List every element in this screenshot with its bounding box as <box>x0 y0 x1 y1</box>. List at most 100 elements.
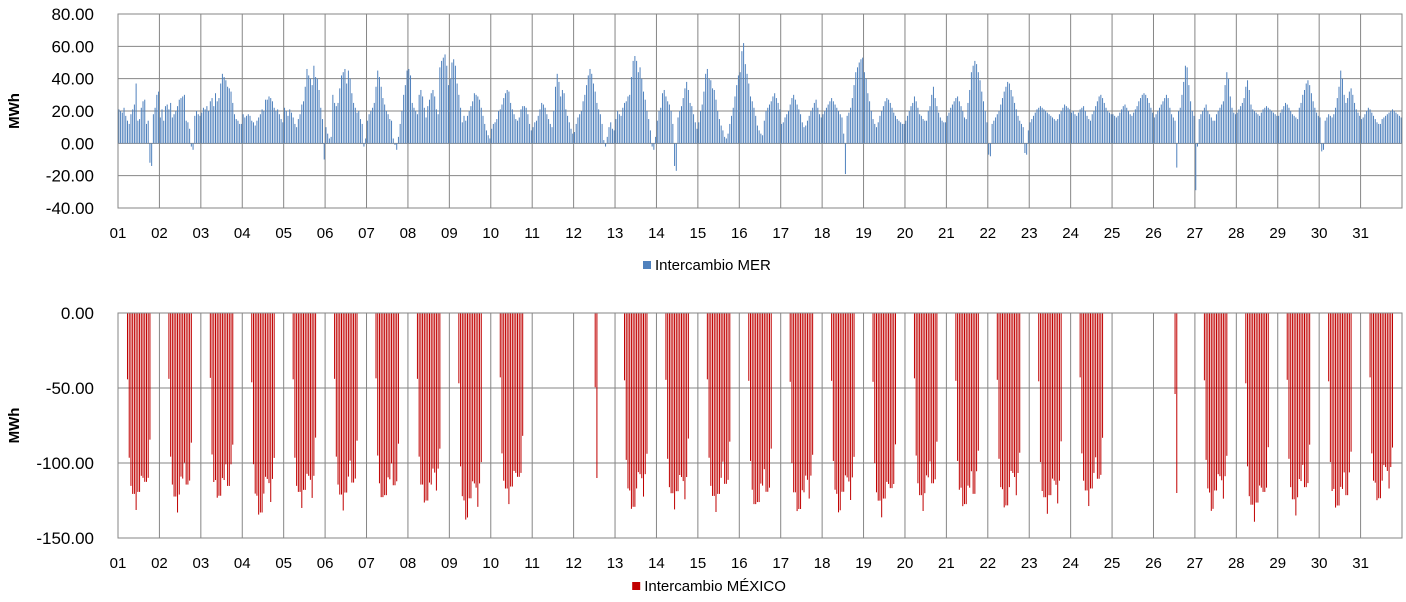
bar-mexico-hour <box>836 313 838 494</box>
bar-mer-hour <box>344 68 346 144</box>
bar-mexico-hour <box>230 313 232 465</box>
bar-mexico-hour <box>223 313 225 481</box>
bar-mer-hour <box>425 117 427 144</box>
bar-mer-hour <box>1102 98 1104 144</box>
bar-mexico-hour <box>998 313 1000 459</box>
bar-mer-hour <box>934 98 936 144</box>
bar-mer-hour <box>765 111 767 144</box>
bar-mer-hour <box>1039 106 1041 144</box>
bar-mer-hour <box>1034 112 1036 144</box>
bar-mer-hour <box>285 111 287 144</box>
bar-mexico-hour <box>674 313 676 510</box>
bar-mer-hour <box>810 111 812 144</box>
bar-mexico-hour <box>389 313 391 480</box>
bar-mer-hour <box>713 89 715 144</box>
bar-mer-hour <box>989 143 991 157</box>
x-tick-label: 13 <box>607 225 624 242</box>
bar-mer-hour <box>496 119 498 144</box>
bar-mexico-hour <box>1048 313 1050 496</box>
bar-mer-hour <box>1069 109 1071 144</box>
bar-mer-hour <box>832 101 834 144</box>
bar-mer-hour <box>1326 117 1328 144</box>
bar-mer-hour <box>334 102 336 144</box>
bar-mer-hour <box>491 128 493 144</box>
x-tick-label: 03 <box>192 225 209 242</box>
bar-mer-hour <box>1241 102 1243 144</box>
bar-mexico-hour <box>477 313 479 507</box>
bar-mexico-hour <box>126 313 128 380</box>
bar-mer-hour <box>1067 107 1069 144</box>
bar-mer-hour <box>1171 114 1173 144</box>
bar-mer-hour <box>641 78 643 144</box>
bar-mer-hour <box>183 94 185 144</box>
bar-mer-hour <box>252 122 254 144</box>
bar-mer-hour <box>536 120 538 144</box>
bar-mer-hour <box>1293 115 1295 144</box>
bar-mer-hour <box>472 101 474 144</box>
bar-mer-hour <box>1271 111 1273 144</box>
x-tick-label: 18 <box>814 225 831 242</box>
bar-mexico-hour <box>306 313 308 474</box>
bar-mexico-hour <box>1374 313 1376 483</box>
bar-mer-hour <box>406 70 408 144</box>
bar-mexico-hour <box>432 313 434 469</box>
bar-mer-hour <box>1053 119 1055 144</box>
bar-mexico-hour <box>1055 313 1057 485</box>
bar-mer-hour <box>689 102 691 144</box>
x-tick-label: 25 <box>1104 225 1121 242</box>
bar-mexico-hour <box>1008 313 1010 488</box>
bar-mer-hour <box>617 111 619 144</box>
bar-mexico-hour <box>881 313 883 518</box>
bar-mer-hour <box>703 91 705 144</box>
x-tick-label: 02 <box>151 225 168 242</box>
bar-mer-hour <box>227 86 229 144</box>
bar-mer-hour <box>1281 109 1283 144</box>
bar-mer-hour <box>850 107 852 144</box>
bar-mer-hour <box>1079 109 1081 144</box>
bar-mer-hour <box>1155 114 1157 144</box>
bar-mer-hour <box>485 130 487 144</box>
bar-mexico-hour <box>767 313 769 492</box>
bar-mer-hour <box>886 98 888 144</box>
bar-mer-hour <box>370 111 372 144</box>
bar-mer-hour <box>415 111 417 144</box>
bar-mer-hour <box>1283 106 1285 144</box>
bar-mer-hour <box>900 122 902 144</box>
bar-mer-hour <box>993 120 995 144</box>
bar-mer-hour <box>290 112 292 144</box>
bar-mer-hour <box>988 143 990 155</box>
bar-mer-hour <box>354 107 356 144</box>
bar-mer-hour <box>725 138 727 144</box>
bar-mer-hour <box>624 102 626 144</box>
bar-mer-hour <box>323 143 325 160</box>
bar-mer-hour <box>1019 120 1021 144</box>
x-tick-label: 06 <box>317 225 334 242</box>
bar-mer-hour <box>1376 122 1378 144</box>
bar-mexico-hour <box>187 313 189 485</box>
bar-mexico-hour <box>832 313 834 461</box>
bar-mexico-hour <box>710 313 712 486</box>
bar-mexico-hour <box>1290 313 1292 488</box>
bar-mer-hour <box>779 109 781 144</box>
bar-mer-hour <box>296 127 298 144</box>
bar-mer-hour <box>1359 115 1361 144</box>
bar-mer-hour <box>584 94 586 144</box>
bar-mer-hour <box>182 96 184 144</box>
bar-mexico-hour <box>258 313 260 515</box>
legend-swatch-mer <box>643 261 651 269</box>
bar-mexico-hour <box>915 313 917 456</box>
bar-mer-hour <box>159 117 161 144</box>
bar-mexico-hour <box>972 313 974 494</box>
bar-mer-hour <box>622 107 624 144</box>
bar-mer-hour <box>717 111 719 144</box>
bar-mer-hour <box>551 127 553 144</box>
bar-mer-hour <box>929 106 931 144</box>
bar-mexico-hour <box>1017 313 1019 473</box>
bar-mer-hour <box>1196 143 1198 147</box>
bar-mer-hour <box>189 128 191 144</box>
bar-mer-hour <box>239 123 241 144</box>
bar-mer-hour <box>693 114 695 144</box>
bar-mexico-hour <box>1266 313 1268 488</box>
bar-mexico-hour <box>218 313 220 496</box>
bar-mer-hour <box>1055 120 1057 144</box>
